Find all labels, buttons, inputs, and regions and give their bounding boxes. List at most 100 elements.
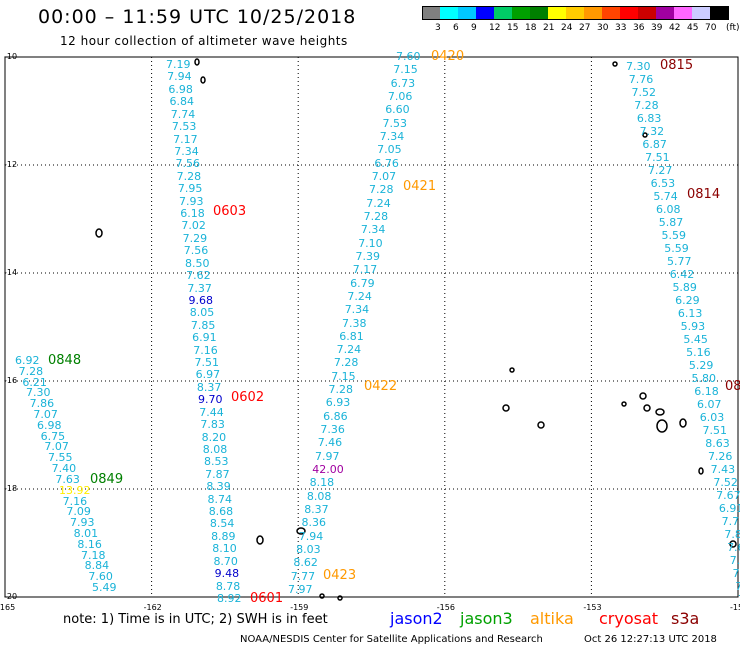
swh-value-altika: 7.39 — [355, 249, 381, 263]
swh-value-s3a: 5.59 — [661, 229, 687, 242]
colorbar-swatch — [494, 6, 513, 20]
swh-value-jason3: 5.49 — [92, 581, 117, 594]
swh-value-jason3: 7.93 — [70, 516, 95, 530]
swh-value-s3a: 5.16 — [686, 346, 711, 359]
swh-value-s3a: 5.29 — [688, 359, 714, 372]
island-outline — [729, 540, 737, 548]
swh-value-s3a: 7.85 — [724, 528, 740, 541]
colorbar-swatch — [422, 6, 441, 20]
swh-value-cryosat: 8.37 — [196, 380, 222, 394]
page-subtitle: 12 hour collection of altimeter wave hei… — [60, 34, 348, 48]
swh-value-altika: 7.36 — [320, 423, 345, 437]
lat-tick-label: -20 — [4, 592, 18, 601]
track-time-label: 0423 — [323, 568, 357, 583]
swh-value-s3a: 7.52 — [713, 476, 738, 489]
lon-tick-label: -159 — [290, 603, 309, 612]
swh-value-jason3: 7.60 — [88, 570, 113, 584]
swh-value-s3a: 6.87 — [642, 138, 667, 151]
swh-value-s3a: 7.72 — [721, 515, 740, 528]
swh-value-cryosat: 7.74 — [170, 107, 196, 121]
swh-value-altika: 6.86 — [323, 409, 348, 423]
swh-value-cryosat: 7.44 — [199, 405, 224, 419]
swh-value-altika: 7.97 — [315, 449, 340, 463]
colorbar-label: 42 — [669, 23, 681, 33]
swh-value-s3a: 6.29 — [675, 294, 700, 307]
swh-value-altika: 7.77 — [290, 569, 316, 583]
swh-value-altika: 7.05 — [377, 143, 402, 157]
swh-value-altika: 42.00 — [312, 463, 344, 477]
swh-value-cryosat: 8.10 — [212, 542, 237, 556]
colorbar-label: 33 — [615, 23, 627, 33]
swh-value-s3a: 7.26 — [707, 450, 733, 463]
track-time-label: 0422 — [364, 379, 398, 394]
swh-value-altika: 7.06 — [387, 89, 413, 103]
track-time-label: 0601 — [250, 591, 284, 606]
colorbar-swatch — [656, 6, 675, 20]
swh-value-altika: 8.08 — [306, 489, 332, 503]
island-outline — [256, 535, 264, 545]
swh-value-altika: 7.97 — [288, 583, 313, 596]
swh-value-cryosat: 8.20 — [201, 430, 227, 444]
track-time-label: 0814 — [687, 187, 721, 202]
track-time-label: 0849 — [90, 472, 124, 487]
swh-value-s3a: 5.77 — [666, 255, 692, 268]
colorbar-swatch — [512, 6, 531, 20]
colorbar-label: 70 — [705, 23, 717, 33]
swh-value-altika: 6.76 — [374, 156, 399, 170]
swh-value-cryosat: 7.53 — [171, 120, 197, 134]
swh-value-s3a: 7.65 — [727, 541, 740, 554]
swh-value-jason3: 8.16 — [77, 537, 102, 551]
swh-value-altika: 7.28 — [369, 183, 394, 197]
swh-value-s3a: 7.41 — [729, 554, 740, 567]
colorbar-swatch — [710, 6, 729, 20]
swh-value-s3a: 5.93 — [680, 320, 706, 333]
lat-tick-label: -14 — [4, 268, 18, 277]
island-outline — [537, 421, 545, 429]
swh-value-cryosat: 8.74 — [207, 492, 233, 506]
lon-tick-label: -153 — [583, 603, 602, 612]
lat-tick-label: -16 — [4, 376, 18, 385]
timestamp-text: Oct 26 12:27:13 UTC 2018 — [584, 634, 717, 645]
lat-tick-label: -12 — [4, 160, 18, 169]
track-time-label: 0603 — [213, 204, 247, 219]
swh-value-jason3: 7.28 — [18, 364, 44, 378]
island-outline — [194, 58, 200, 66]
note-text: note: 1) Time is in UTC; 2) SWH is in fe… — [63, 612, 328, 627]
colorbar-label: 9 — [471, 23, 477, 33]
swh-value-jason3: 7.30 — [26, 386, 51, 400]
lon-tick-label: -150 — [730, 603, 740, 612]
swh-value-cryosat: 7.37 — [187, 281, 212, 295]
swh-value-s3a: 7.67 — [716, 489, 740, 502]
track-time-label: 0813 — [725, 379, 740, 394]
swh-value-cryosat: 7.02 — [181, 219, 206, 233]
swh-value-jason3: 7.07 — [44, 440, 69, 454]
swh-value-s3a: 7.27 — [647, 164, 673, 177]
swh-value-altika: 7.46 — [317, 436, 343, 450]
island-outline — [642, 132, 648, 138]
colorbar-swatch — [620, 6, 639, 20]
track-time-label: 0420 — [431, 49, 465, 64]
swh-value-jason3: 6.98 — [37, 418, 62, 432]
swh-value-cryosat: 7.62 — [186, 269, 211, 283]
swh-value-s3a: 6.08 — [656, 203, 681, 216]
swh-value-s3a: 7.56 — [735, 580, 740, 593]
swh-value-altika: 7.60 — [396, 50, 421, 63]
swh-value-s3a: 5.89 — [672, 281, 697, 294]
swh-value-altika: 7.07 — [371, 169, 397, 183]
swh-value-cryosat: 7.85 — [190, 318, 216, 332]
swh-value-altika: 6.73 — [390, 76, 416, 90]
swh-value-cryosat: 7.95 — [177, 182, 203, 196]
lon-tick-label: -162 — [143, 603, 162, 612]
lon-tick-label: -165 — [0, 603, 16, 612]
colorbar-label: 27 — [579, 23, 591, 33]
swh-value-jason3: 7.55 — [48, 451, 73, 465]
swh-value-cryosat: 8.68 — [208, 505, 234, 519]
island-outline — [200, 76, 206, 84]
swh-value-cryosat: 7.28 — [176, 169, 202, 183]
island-outline — [621, 401, 627, 407]
colorbar-swatch — [602, 6, 621, 20]
swh-value-altika: 7.28 — [363, 209, 389, 223]
swh-value-cryosat: 9.68 — [188, 293, 214, 307]
swh-value-altika: 7.24 — [336, 343, 362, 357]
swh-value-jason3: 7.09 — [66, 505, 91, 519]
